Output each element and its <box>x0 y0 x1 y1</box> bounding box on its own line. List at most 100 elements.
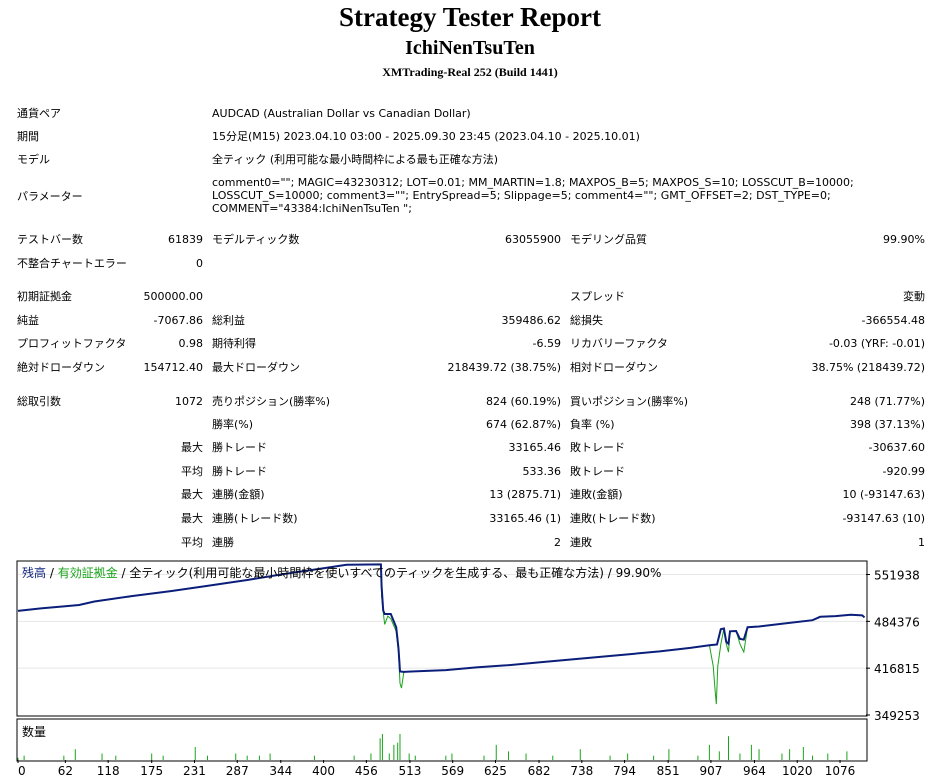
avg-cons-loss-label: 連敗 <box>570 536 592 549</box>
max-label: 最大 <box>181 441 203 454</box>
max-loss-label: 敗トレード <box>570 441 625 454</box>
cons-loss-count-label: 連敗(トレード数) <box>570 512 656 525</box>
recovery-label: リカバリーファクタ <box>570 337 668 350</box>
max-label-3: 最大 <box>181 512 203 525</box>
params-value: comment0=""; MAGIC=43230312; LOT=0.01; M… <box>212 176 854 215</box>
deposit-value: 500000.00 <box>143 290 204 303</box>
recovery-value: -0.03 (YRF: -0.01) <box>828 337 925 350</box>
x-tick-label: 231 <box>183 764 206 778</box>
y-tick-label: 551938 <box>874 569 920 583</box>
deposit-label: 初期証拠金 <box>17 290 72 303</box>
legend-equity: 有効証拠金 <box>58 565 118 580</box>
svg-text:残高 / 有効証拠金 / 全ティック(利用可能な最小時間枠を: 残高 / 有効証拠金 / 全ティック(利用可能な最小時間枠を使いすべてのティック… <box>22 565 661 580</box>
pf-label: プロフィットファクタ <box>17 337 127 350</box>
avg-cons-win-label: 連勝 <box>212 536 234 549</box>
volume-plot-frame <box>16 718 868 762</box>
symbol-value: AUDCAD (Australian Dollar vs Canadian Do… <box>212 107 471 120</box>
abs-dd-value: 154712.40 <box>143 361 204 374</box>
x-tick-label: 1076 <box>825 764 856 778</box>
balance-chart: 551938 484376 416815 349253 0 62 118 175 231 287… <box>16 560 920 778</box>
x-tick-label: 62 <box>58 764 73 778</box>
mismatch-label: 不整合チャートエラー <box>17 257 127 270</box>
x-tick-label: 344 <box>269 764 292 778</box>
avg-loss-label: 敗トレード <box>570 465 625 478</box>
quality-value: 99.90% <box>883 233 925 246</box>
avg-cons-loss-value: 1 <box>918 536 925 549</box>
avg-label: 平均 <box>181 465 203 478</box>
gross-profit-label: 総利益 <box>212 314 245 327</box>
x-tick-label: 964 <box>743 764 766 778</box>
model-label: モデル <box>17 153 50 166</box>
x-tick-label: 287 <box>226 764 249 778</box>
period-label: 期間 <box>17 130 39 143</box>
quality-label: モデリング品質 <box>570 233 647 246</box>
y-tick-label: 349253 <box>874 709 920 723</box>
win-rate-label: 勝率(%) <box>212 418 254 431</box>
y-tick-label: 484376 <box>874 615 920 629</box>
win-rate-value: 674 (62.87%) <box>485 418 561 431</box>
max-dd-label: 最大ドローダウン <box>212 361 300 374</box>
ticks-label: モデルティック数 <box>212 233 300 246</box>
max-label-2: 最大 <box>181 488 203 501</box>
gross-profit-value: 359486.62 <box>501 314 562 327</box>
legend-rest: / 全ティック(利用可能な最小時間枠を使いすべてのティックを生成する、最も正確な… <box>118 565 662 580</box>
cons-loss-money-label: 連敗(金額) <box>570 488 623 501</box>
short-value: 824 (60.19%) <box>485 395 561 408</box>
cons-win-count-label: 連勝(トレード数) <box>212 512 298 525</box>
period-value: 15分足(M15) 2023.04.10 03:00 - 2025.09.30 … <box>212 130 640 143</box>
cons-win-count-value: 33165.46 (1) <box>489 512 561 525</box>
avg-cons-win-value: 2 <box>554 536 561 549</box>
pf-value: 0.98 <box>178 337 204 350</box>
avg-loss-value: -920.99 <box>882 465 925 478</box>
short-label: 売りポジション(勝率%) <box>212 395 331 408</box>
x-tick-label: 738 <box>570 764 593 778</box>
cons-loss-money-value: 10 (-93147.63) <box>842 488 925 501</box>
x-tick-label: 907 <box>699 764 722 778</box>
y-tick-label: 416815 <box>874 662 920 676</box>
rel-dd-value: 38.75% (218439.72) <box>811 361 925 374</box>
max-dd-value: 218439.72 (38.75%) <box>447 361 561 374</box>
payoff-value: -6.59 <box>532 337 561 350</box>
avg-label-2: 平均 <box>181 536 203 549</box>
bars-label: テストバー数 <box>17 233 83 246</box>
x-tick-label: 625 <box>484 764 507 778</box>
x-tick-label: 794 <box>613 764 636 778</box>
loss-rate-label: 負率 (%) <box>570 418 615 431</box>
total-trades-label: 総取引数 <box>17 395 61 408</box>
x-tick-label: 513 <box>398 764 421 778</box>
report-title: Strategy Tester Report <box>339 2 601 32</box>
max-loss-value: -30637.60 <box>868 441 925 454</box>
gross-loss-value: -366554.48 <box>861 314 925 327</box>
max-win-value: 33165.46 <box>508 441 562 454</box>
bars-value: 61839 <box>168 233 203 246</box>
cons-win-money-label: 連勝(金額) <box>212 488 265 501</box>
abs-dd-label: 絶対ドローダウン <box>17 361 105 374</box>
x-tick-label: 456 <box>355 764 378 778</box>
x-tick-label: 682 <box>528 764 551 778</box>
model-value: 全ティック (利用可能な最小時間枠による最も正確な方法) <box>212 153 499 166</box>
payoff-label: 期待利得 <box>212 337 256 350</box>
cons-loss-count-value: -93147.63 (10) <box>842 512 925 525</box>
long-value: 248 (71.77%) <box>849 395 925 408</box>
x-tick-label: 400 <box>312 764 335 778</box>
net-label: 純益 <box>17 314 39 327</box>
x-tick-label: 1020 <box>782 764 813 778</box>
x-tick-label: 118 <box>97 764 120 778</box>
gross-loss-label: 総損失 <box>570 314 603 327</box>
cons-win-money-value: 13 (2875.71) <box>489 488 561 501</box>
legend-sep: / <box>46 566 58 580</box>
legend-balance: 残高 <box>22 565 46 580</box>
net-value: -7067.86 <box>153 314 203 327</box>
params-label: パラメーター <box>17 190 83 203</box>
total-trades-value: 1072 <box>175 395 203 408</box>
long-label: 買いポジション(勝率%) <box>570 395 689 408</box>
rel-dd-label: 相対ドローダウン <box>570 361 658 374</box>
x-tick-label: 851 <box>657 764 680 778</box>
x-tick-label: 0 <box>18 764 26 778</box>
server-build: XMTrading-Real 252 (Build 1441) <box>382 65 558 79</box>
spread-value: 変動 <box>903 290 925 303</box>
avg-win-label: 勝トレード <box>212 465 267 478</box>
x-tick-label: 569 <box>441 764 464 778</box>
max-win-label: 勝トレード <box>212 441 267 454</box>
spread-label: スプレッド <box>570 290 625 303</box>
